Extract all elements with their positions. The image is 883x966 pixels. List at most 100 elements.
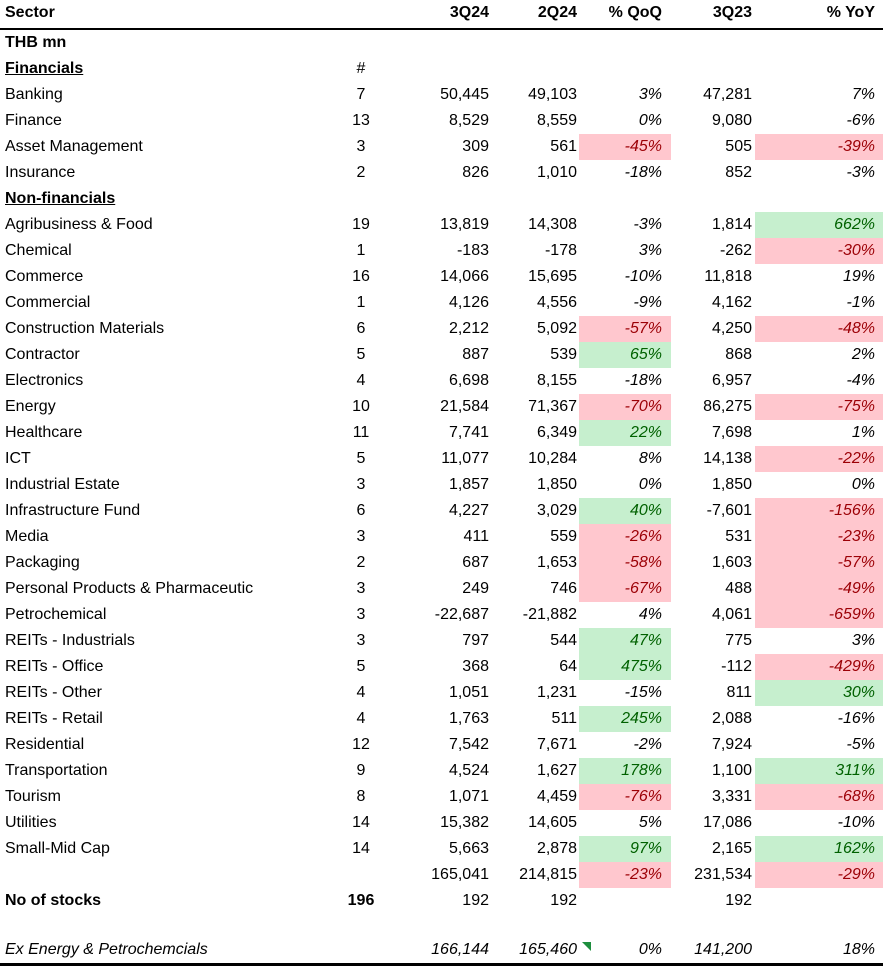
- count-cell: 3: [356, 138, 366, 155]
- table-row: Ex Energy & Petrochemcials 166,144 165,460…: [0, 937, 883, 963]
- pct-yoy-cell: -1%: [846, 294, 875, 311]
- pct-qoq-cell: -58%: [579, 550, 671, 576]
- pct-qoq-cell: 97%: [579, 836, 671, 862]
- table-row: Asset Management 3 309 561 -45% 505 -39%: [0, 134, 883, 160]
- value-2q24-cell: 544: [550, 632, 577, 649]
- table-row: Utilities 14 15,382 14,605 5% 17,086 -10%: [0, 810, 883, 836]
- value-2q24-cell: 214,815: [519, 866, 577, 883]
- value-3q23-cell: 14,138: [703, 450, 752, 467]
- pct-qoq-cell: 178%: [579, 758, 671, 784]
- value-2q24-cell: 1,231: [536, 684, 577, 701]
- pct-qoq-cell: 8%: [638, 450, 662, 467]
- value-3q23-cell: 141,200: [694, 941, 752, 958]
- value-2q24-cell: 15,695: [528, 268, 577, 285]
- value-3q24-cell: 13,819: [440, 216, 489, 233]
- table-row: REITs - Office 5 368 64 475% -112 -429%: [0, 654, 883, 680]
- pct-qoq-cell: -9%: [633, 294, 662, 311]
- value-3q24-cell: 15,382: [440, 814, 489, 831]
- pct-yoy-cell: 162%: [755, 836, 883, 862]
- sector-cell: Utilities: [5, 814, 57, 831]
- value-3q24-cell: 2,212: [448, 320, 489, 337]
- value-3q24-cell: 5,663: [448, 840, 489, 857]
- value-3q24-cell: 1,051: [448, 684, 489, 701]
- sector-cell: REITs - Industrials: [5, 632, 135, 649]
- table-row: Residential 12 7,542 7,671 -2% 7,924 -5%: [0, 732, 883, 758]
- pct-qoq-cell: -45%: [579, 134, 671, 160]
- sector-cell: [0, 862, 330, 888]
- pct-yoy-cell: [755, 888, 883, 914]
- sector-cell: Commercial: [5, 294, 91, 311]
- value-3q24-cell: 166,144: [431, 941, 489, 958]
- table-body: THB mn Financials # Banking 7 50,445 49,103 3% 4…: [0, 30, 883, 963]
- value-3q24-cell: 887: [462, 346, 489, 363]
- table-row: Tourism 8 1,071 4,459 -76% 3,331 -68%: [0, 784, 883, 810]
- sector-cell: Construction Materials: [5, 320, 165, 337]
- value-2q24-cell: 64: [559, 658, 577, 675]
- pct-yoy-cell: 30%: [755, 680, 883, 706]
- value-3q24-cell: 7,542: [448, 736, 489, 753]
- count-cell: 19: [352, 216, 370, 233]
- pct-yoy-cell: 7%: [851, 86, 875, 103]
- pct-yoy-cell: 19%: [842, 268, 875, 285]
- sector-cell: REITs - Retail: [5, 710, 103, 727]
- value-3q24-cell: -183: [456, 242, 489, 259]
- value-3q24-cell: 368: [462, 658, 489, 675]
- value-3q24-cell: 1,857: [448, 476, 489, 493]
- pct-yoy-cell: 311%: [755, 758, 883, 784]
- value-3q23-cell: [671, 56, 755, 82]
- pct-yoy-cell: -429%: [755, 654, 883, 680]
- value-3q24-cell: [392, 56, 490, 82]
- count-cell: 9: [356, 762, 366, 779]
- value-2q24-cell: -21,882: [522, 606, 577, 623]
- pct-yoy-cell: -22%: [755, 446, 883, 472]
- table-row: Transportation 9 4,524 1,627 178% 1,100 311%: [0, 758, 883, 784]
- count-cell: 2: [356, 164, 366, 181]
- value-3q23-cell: [671, 186, 755, 212]
- value-2q24-cell: 6,349: [536, 424, 577, 441]
- sector-cell: Energy: [5, 398, 56, 415]
- value-2q24-cell: 539: [550, 346, 577, 363]
- sector-cell: Healthcare: [5, 424, 83, 441]
- value-2q24-cell: 559: [550, 528, 577, 545]
- value-2q24-cell: 165,460: [519, 941, 577, 958]
- value-2q24-cell: -178: [544, 242, 577, 259]
- value-2q24-cell: 49,103: [528, 86, 577, 103]
- pct-qoq-cell: 245%: [579, 706, 671, 732]
- sector-cell: No of stocks: [5, 892, 102, 909]
- pct-yoy-cell: 2%: [851, 346, 875, 363]
- sector-cell: Ex Energy & Petrochemcials: [5, 941, 208, 958]
- sector-cell: ICT: [5, 450, 31, 467]
- value-3q24-cell: 4,227: [448, 502, 489, 519]
- value-3q24-cell: 50,445: [440, 86, 489, 103]
- value-3q24-cell: [392, 186, 490, 212]
- value-3q24-cell: 4,524: [448, 762, 489, 779]
- sector-cell: Petrochemical: [5, 606, 107, 623]
- sector-cell: Infrastructure Fund: [5, 502, 141, 519]
- count-cell: 5: [356, 346, 366, 363]
- count-cell: [330, 937, 392, 963]
- value-3q24-cell: 165,041: [431, 866, 489, 883]
- count-cell: 8: [356, 788, 366, 805]
- value-3q23-cell: 1,100: [711, 762, 752, 779]
- pct-qoq-cell: -2%: [633, 736, 662, 753]
- column-header-3q24: 3Q24: [449, 4, 489, 21]
- value-2q24-cell: 7,671: [536, 736, 577, 753]
- value-3q24-cell: [392, 30, 490, 56]
- sector-cell: Small-Mid Cap: [5, 840, 110, 857]
- pct-qoq-cell: -70%: [579, 394, 671, 420]
- value-3q23-cell: 811: [726, 684, 752, 701]
- count-cell: 4: [356, 710, 366, 727]
- pct-yoy-cell: 662%: [755, 212, 883, 238]
- table-row: Electronics 4 6,698 8,155 -18% 6,957 -4%: [0, 368, 883, 394]
- sector-cell: THB mn: [5, 34, 67, 51]
- table-row: Infrastructure Fund 6 4,227 3,029 40% -7,601-…: [0, 498, 883, 524]
- value-3q24-cell: 4,126: [448, 294, 489, 311]
- value-2q24-cell: 71,367: [528, 398, 577, 415]
- table-row: Non-financials: [0, 186, 883, 212]
- pct-yoy-cell: 0%: [851, 476, 875, 493]
- pct-yoy-cell: -29%: [755, 862, 883, 888]
- pct-yoy-cell: -39%: [755, 134, 883, 160]
- value-3q24-cell: 7,741: [448, 424, 489, 441]
- pct-yoy-cell: -10%: [837, 814, 875, 831]
